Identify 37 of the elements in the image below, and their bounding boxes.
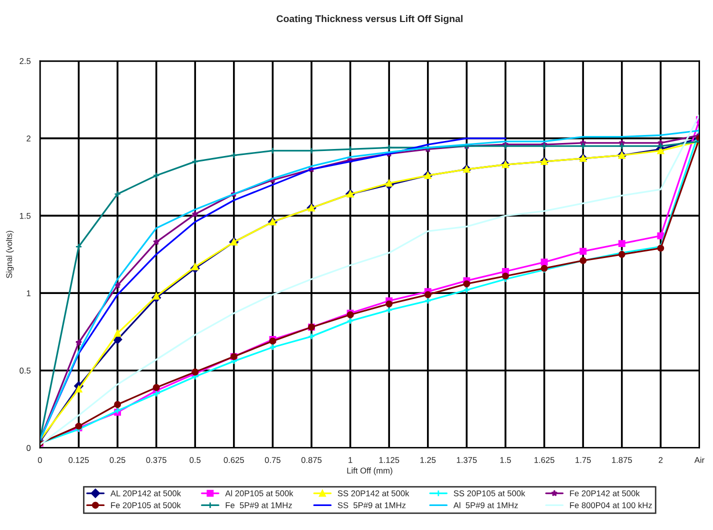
x-tick-label: 1 xyxy=(348,457,352,463)
y-tick-label: 2.5 xyxy=(20,58,31,64)
chart-title: Coating Thickness versus Lift Off Signal xyxy=(276,15,462,24)
x-axis-title: Lift Off (mm) xyxy=(347,467,392,476)
x-tick-label: 0.875 xyxy=(301,457,322,463)
x-tick-label: 0.75 xyxy=(264,457,280,463)
legend-label: SS 20P105 at 500k xyxy=(454,490,526,496)
x-tick-label: 0.375 xyxy=(146,457,166,463)
legend-label: Al 5P#9 at 1MHz xyxy=(453,502,518,508)
legend-label: Fe 20P142 at 500k xyxy=(570,490,640,496)
y-tick-label: 1 xyxy=(26,290,30,296)
x-tick-label: 2 xyxy=(658,457,663,463)
x-tick-label: 0.25 xyxy=(110,457,126,463)
y-axis-title: Signal (volts) xyxy=(6,230,14,278)
x-tick-label: 1.875 xyxy=(612,457,632,463)
x-tick-label: 1.625 xyxy=(534,457,554,463)
y-tick-label: 1.5 xyxy=(20,212,31,219)
legend-label: AL 20P142 at 500k xyxy=(110,490,182,496)
legend-label: Fe 800P04 at 100 kHz xyxy=(570,502,652,508)
y-tick-label: 0 xyxy=(26,445,31,451)
y-tick-label: 0.5 xyxy=(20,368,31,374)
x-tick-label: 1.5 xyxy=(500,457,511,463)
x-tick-label: 0.125 xyxy=(68,457,89,463)
x-tick-label: 1.25 xyxy=(420,457,436,463)
legend-label: SS 20P142 at 500k xyxy=(338,490,410,496)
x-tick-label: Air xyxy=(694,456,704,463)
x-tick-label: 0.5 xyxy=(190,457,201,463)
y-tick-label: 2 xyxy=(26,136,30,142)
legend-label: Al 20P105 at 500k xyxy=(225,490,294,496)
x-tick-label: 0.625 xyxy=(224,457,244,463)
x-tick-label: 1.125 xyxy=(379,457,400,463)
x-tick-label: 0 xyxy=(38,457,42,463)
x-tick-label: 1.375 xyxy=(456,457,477,463)
x-tick-label: 1.75 xyxy=(576,457,591,463)
legend-label: Fe 20P105 at 500k xyxy=(111,502,181,508)
legend-label: SS 5P#9 at 1MHz xyxy=(338,502,406,508)
legend-label: Fe 5P#9 at 1MHz xyxy=(226,502,292,508)
